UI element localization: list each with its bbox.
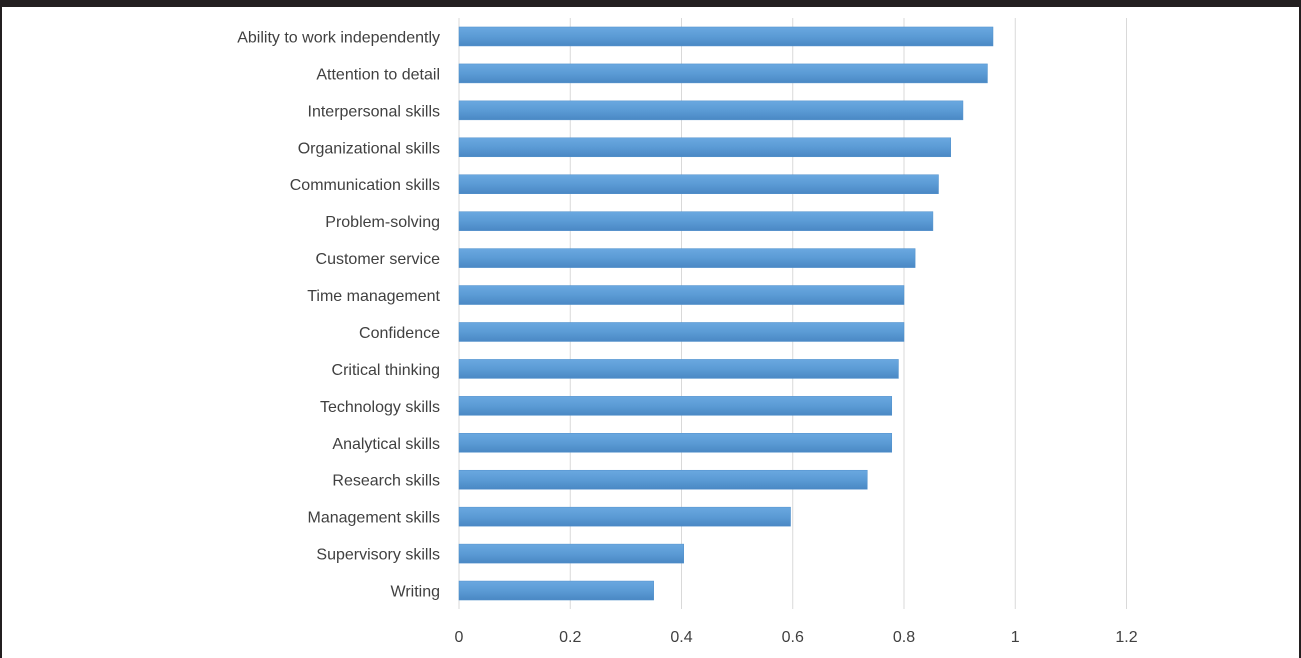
right-border <box>1299 0 1301 658</box>
bar <box>458 322 905 342</box>
category-label: Supervisory skills <box>316 547 440 564</box>
bar <box>458 100 964 121</box>
bar <box>458 63 988 84</box>
x-tick-label: 0.4 <box>670 629 692 646</box>
bar <box>458 137 951 158</box>
category-label: Critical thinking <box>332 362 440 379</box>
bar <box>458 359 899 379</box>
bar <box>458 26 994 47</box>
category-label: Technology skills <box>320 399 440 416</box>
bars <box>458 26 994 601</box>
category-label: Communication skills <box>290 177 440 194</box>
bar <box>458 469 868 490</box>
bar <box>458 543 684 564</box>
bar <box>458 433 893 453</box>
left-border <box>0 0 2 658</box>
category-label: Writing <box>391 584 441 601</box>
x-axis-tick-labels: 0 0.2 0.4 0.6 0.8 1 1.2 <box>455 629 1138 646</box>
category-label: Management skills <box>308 510 441 527</box>
category-label: Problem-solving <box>325 214 440 231</box>
category-label: Interpersonal skills <box>308 103 441 120</box>
bar <box>458 248 916 268</box>
bar <box>458 211 934 231</box>
x-tick-label: 0 <box>455 629 464 646</box>
x-tick-label: 0.8 <box>893 629 915 646</box>
top-border <box>0 0 1301 7</box>
bar <box>458 506 791 527</box>
x-tick-label: 0.6 <box>782 629 804 646</box>
category-label: Confidence <box>359 325 440 342</box>
x-tick-label: 1 <box>1011 629 1020 646</box>
category-label: Analytical skills <box>332 436 440 453</box>
bar <box>458 174 939 194</box>
bar <box>458 580 654 601</box>
category-label: Ability to work independently <box>237 29 440 46</box>
category-labels: Ability to work independently Attention t… <box>237 29 440 600</box>
category-label: Attention to detail <box>316 66 440 83</box>
category-label: Organizational skills <box>298 140 440 157</box>
category-label: Customer service <box>316 251 441 268</box>
category-label: Time management <box>307 288 440 305</box>
x-tick-label: 1.2 <box>1115 629 1137 646</box>
category-label: Research skills <box>332 473 440 490</box>
bar <box>458 285 905 305</box>
bar <box>458 396 893 416</box>
x-tick-label: 0.2 <box>559 629 581 646</box>
